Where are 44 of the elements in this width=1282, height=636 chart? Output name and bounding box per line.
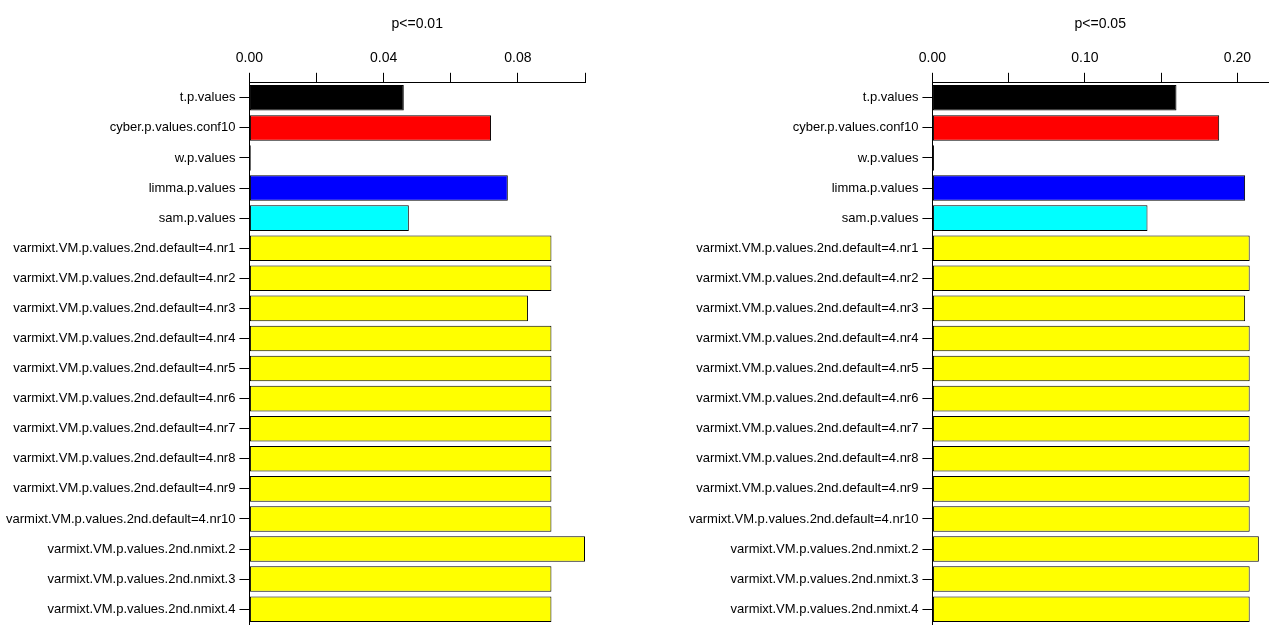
y-tick-label: varmixt.VM.p.values.2nd.default=4.nr5 [696, 360, 919, 376]
y-tick-label: varmixt.VM.p.values.2nd.default=4.nr1 [13, 239, 236, 255]
y-tick-label: varmixt.VM.p.values.2nd.default=4.nr4 [696, 330, 919, 346]
y-tick-label: varmixt.VM.p.values.2nd.default=4.nr6 [13, 390, 236, 406]
y-tick-label: w.p.values [856, 149, 919, 165]
x-tick-label: 0.10 [1071, 49, 1099, 66]
y-tick-label: varmixt.VM.p.values.2nd.nmixt.3 [47, 570, 236, 586]
y-tick-label: sam.p.values [158, 209, 236, 225]
x-tick-label: 0.04 [370, 49, 398, 66]
y-tick-label: varmixt.VM.p.values.2nd.nmixt.3 [730, 570, 919, 586]
x-tick-label: 0.00 [235, 49, 264, 66]
y-tick-label: varmixt.VM.p.values.2nd.default=4.nr5 [13, 360, 236, 376]
x-tick-label: 0.08 [504, 49, 532, 66]
y-tick-label: varmixt.VM.p.values.2nd.default=4.nr7 [13, 420, 236, 436]
x-tick-label: 0.00 [918, 49, 947, 66]
chart-title: p<=0.05 [1074, 14, 1127, 31]
y-tick-label: varmixt.VM.p.values.2nd.nmixt.2 [730, 540, 919, 556]
y-tick-label: varmixt.VM.p.values.2nd.default=4.nr3 [13, 299, 236, 315]
y-tick-label: varmixt.VM.p.values.2nd.default=4.nr2 [13, 269, 236, 285]
y-tick-label: cyber.p.values.conf10 [109, 119, 236, 135]
y-tick-label: varmixt.VM.p.values.2nd.nmixt.2 [47, 540, 236, 556]
y-tick-label: varmixt.VM.p.values.2nd.default=4.nr9 [696, 480, 919, 496]
y-tick-label: varmixt.VM.p.values.2nd.default=4.nr2 [696, 269, 919, 285]
y-tick-label: limma.p.values [831, 179, 919, 195]
y-tick-label: varmixt.VM.p.values.2nd.default=4.nr6 [696, 390, 919, 406]
y-tick-label: t.p.values [862, 89, 919, 105]
y-tick-label: w.p.values [173, 149, 236, 165]
y-tick-label: varmixt.VM.p.values.2nd.default=4.nr4 [13, 330, 236, 346]
y-tick-label: varmixt.VM.p.values.2nd.default=4.nr1 [696, 239, 919, 255]
y-tick-label: varmixt.VM.p.values.2nd.default=4.nr3 [696, 299, 919, 315]
y-tick-label: varmixt.VM.p.values.2nd.default=4.nr8 [13, 450, 236, 466]
y-tick-label: varmixt.VM.p.values.2nd.default=4.nr10 [688, 510, 919, 526]
chart-title: p<=0.01 [391, 14, 444, 31]
y-tick-label: varmixt.VM.p.values.2nd.nmixt.4 [730, 600, 919, 616]
y-tick-label: t.p.values [179, 89, 236, 105]
y-tick-label: varmixt.VM.p.values.2nd.default=4.nr9 [13, 480, 236, 496]
y-tick-label: varmixt.VM.p.values.2nd.default=4.nr8 [696, 450, 919, 466]
y-tick-label: limma.p.values [148, 179, 236, 195]
y-tick-label: sam.p.values [841, 209, 919, 225]
x-tick-label: 0.20 [1223, 49, 1252, 66]
y-tick-label: cyber.p.values.conf10 [792, 119, 919, 135]
y-tick-label: varmixt.VM.p.values.2nd.default=4.nr7 [696, 420, 919, 436]
y-tick-label: varmixt.VM.p.values.2nd.nmixt.4 [47, 600, 236, 616]
y-tick-label: varmixt.VM.p.values.2nd.default=4.nr10 [5, 510, 236, 526]
